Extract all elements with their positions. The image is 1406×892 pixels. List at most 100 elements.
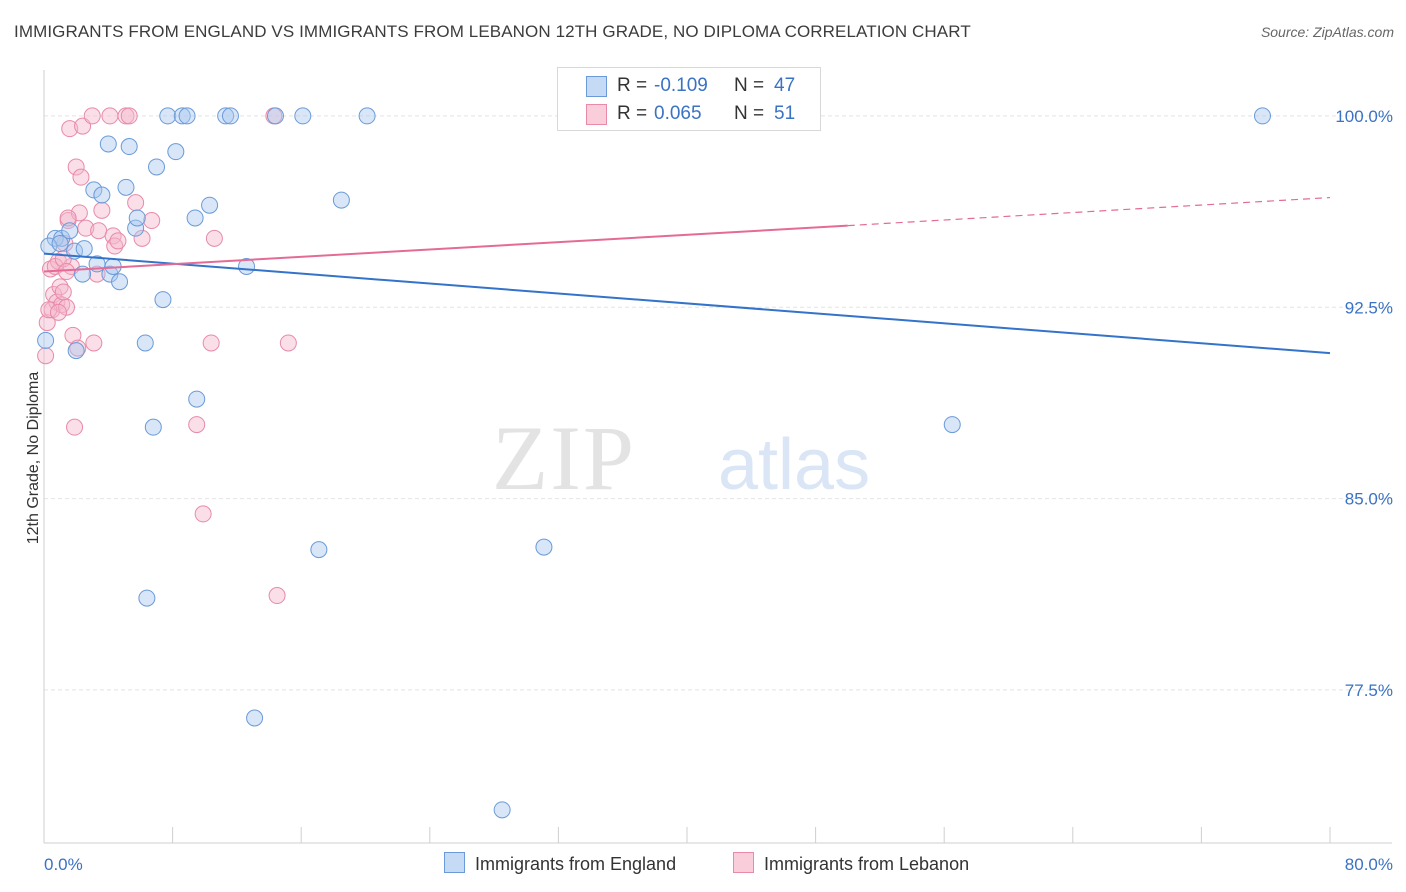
england-point xyxy=(111,273,129,291)
england-point xyxy=(167,143,185,161)
england-point xyxy=(943,416,961,434)
england-point xyxy=(246,709,264,727)
england-point xyxy=(188,390,206,408)
england-point xyxy=(173,107,191,125)
lebanon-point xyxy=(93,201,111,219)
lebanon-point xyxy=(70,204,88,222)
bottom-legend-label-england: Immigrants from England xyxy=(475,854,677,874)
x-tick-label: 80.0% xyxy=(1345,855,1393,874)
bottom-legend-lebanon: Immigrants from Lebanon xyxy=(733,852,969,876)
lebanon-point xyxy=(51,278,69,296)
legend-row-lebanon: R = 0.065 N = 51 xyxy=(558,101,818,127)
trend-line-lebanon xyxy=(43,224,848,273)
lebanon-point xyxy=(67,158,85,176)
lebanon-point xyxy=(101,107,119,125)
grid xyxy=(44,115,1392,691)
y-tick-label: 77.5% xyxy=(1345,681,1393,700)
lebanon-point xyxy=(90,222,108,240)
england-point xyxy=(117,178,135,196)
england-point xyxy=(217,107,235,125)
lebanon-point xyxy=(54,283,72,301)
lebanon-point xyxy=(72,168,90,186)
england-point xyxy=(221,107,239,125)
legend-swatch-lebanon xyxy=(586,104,607,125)
y-tick-label: 100.0% xyxy=(1335,107,1393,126)
y-tick-label: 92.5% xyxy=(1345,298,1393,317)
lebanon-point xyxy=(59,209,77,227)
correlation-legend: R = -0.109 N = 47 R = 0.065 N = 51 xyxy=(557,67,821,131)
legend-swatch-england xyxy=(586,76,607,97)
england-point xyxy=(120,138,138,156)
legend-n-label: N = xyxy=(734,103,765,124)
lebanon-point xyxy=(279,334,297,352)
england-point xyxy=(61,222,79,240)
lebanon-point xyxy=(66,418,84,436)
lebanon-point xyxy=(202,334,220,352)
lebanon-point xyxy=(69,339,87,357)
bottom-legend-label-lebanon: Immigrants from Lebanon xyxy=(764,854,970,874)
england-point xyxy=(93,186,111,204)
legend-n-value-lebanon: 51 xyxy=(774,103,796,124)
england-point xyxy=(1253,107,1271,125)
legend-r-value-lebanon: 0.065 xyxy=(654,103,702,124)
legend-r-label: R = xyxy=(617,103,648,124)
lebanon-point xyxy=(127,194,145,212)
series-england-points xyxy=(37,107,1271,819)
lebanon-point xyxy=(133,229,151,247)
lebanon-point xyxy=(120,107,138,125)
lebanon-point xyxy=(194,505,212,523)
lebanon-point xyxy=(188,416,206,434)
lebanon-point xyxy=(106,237,124,255)
trend-line-lebanon-extension xyxy=(847,196,1331,227)
watermark-atlas: atlas xyxy=(718,425,870,505)
england-point xyxy=(51,234,69,252)
watermark-zip: ZIP xyxy=(492,407,636,509)
england-point xyxy=(493,801,511,819)
england-point xyxy=(332,191,350,209)
x-tick-label: 0.0% xyxy=(44,855,83,874)
series-lebanon-points xyxy=(37,107,743,605)
england-point xyxy=(128,209,146,227)
lebanon-point xyxy=(83,107,101,125)
lebanon-point xyxy=(109,232,127,250)
legend-r-label: R = xyxy=(617,75,648,96)
y-tick-label: 85.0% xyxy=(1345,490,1393,509)
lebanon-point xyxy=(143,212,161,230)
england-point xyxy=(75,240,93,258)
watermark: ZIP atlas xyxy=(492,407,870,509)
tick-labels: 100.0% 92.5% 85.0% 77.5% 0.0% 80.0% xyxy=(44,107,1393,874)
england-point xyxy=(37,331,55,349)
lebanon-point xyxy=(85,334,103,352)
england-point xyxy=(148,158,166,176)
lebanon-point xyxy=(40,301,58,319)
bottom-legend-swatch-england xyxy=(444,852,465,873)
trend-lines xyxy=(43,196,1331,355)
lebanon-point xyxy=(37,347,55,365)
england-point xyxy=(136,334,154,352)
axes xyxy=(43,70,1392,844)
trend-line-england xyxy=(43,252,1331,355)
england-point xyxy=(310,541,328,559)
lebanon-point xyxy=(49,303,67,321)
lebanon-point xyxy=(88,265,106,283)
england-point xyxy=(535,538,553,556)
england-point xyxy=(144,418,162,436)
legend-n-value-england: 47 xyxy=(774,75,796,96)
legend-n-label: N = xyxy=(734,75,765,96)
source-label: Source: ZipAtlas.com xyxy=(1260,24,1394,40)
bottom-legend-england: Immigrants from England xyxy=(444,852,676,876)
england-point xyxy=(294,107,312,125)
england-point xyxy=(201,196,219,214)
england-point xyxy=(85,181,103,199)
england-point xyxy=(159,107,177,125)
lebanon-point xyxy=(268,587,286,605)
lebanon-point xyxy=(205,229,223,247)
england-point xyxy=(358,107,376,125)
lebanon-point xyxy=(58,298,76,316)
lebanon-point xyxy=(38,314,56,332)
england-point xyxy=(154,291,172,309)
england-point xyxy=(186,209,204,227)
chart-title: IMMIGRANTS FROM ENGLAND VS IMMIGRANTS FR… xyxy=(14,22,971,41)
england-point xyxy=(266,107,284,125)
legend-row-england: R = -0.109 N = 47 xyxy=(558,73,818,99)
